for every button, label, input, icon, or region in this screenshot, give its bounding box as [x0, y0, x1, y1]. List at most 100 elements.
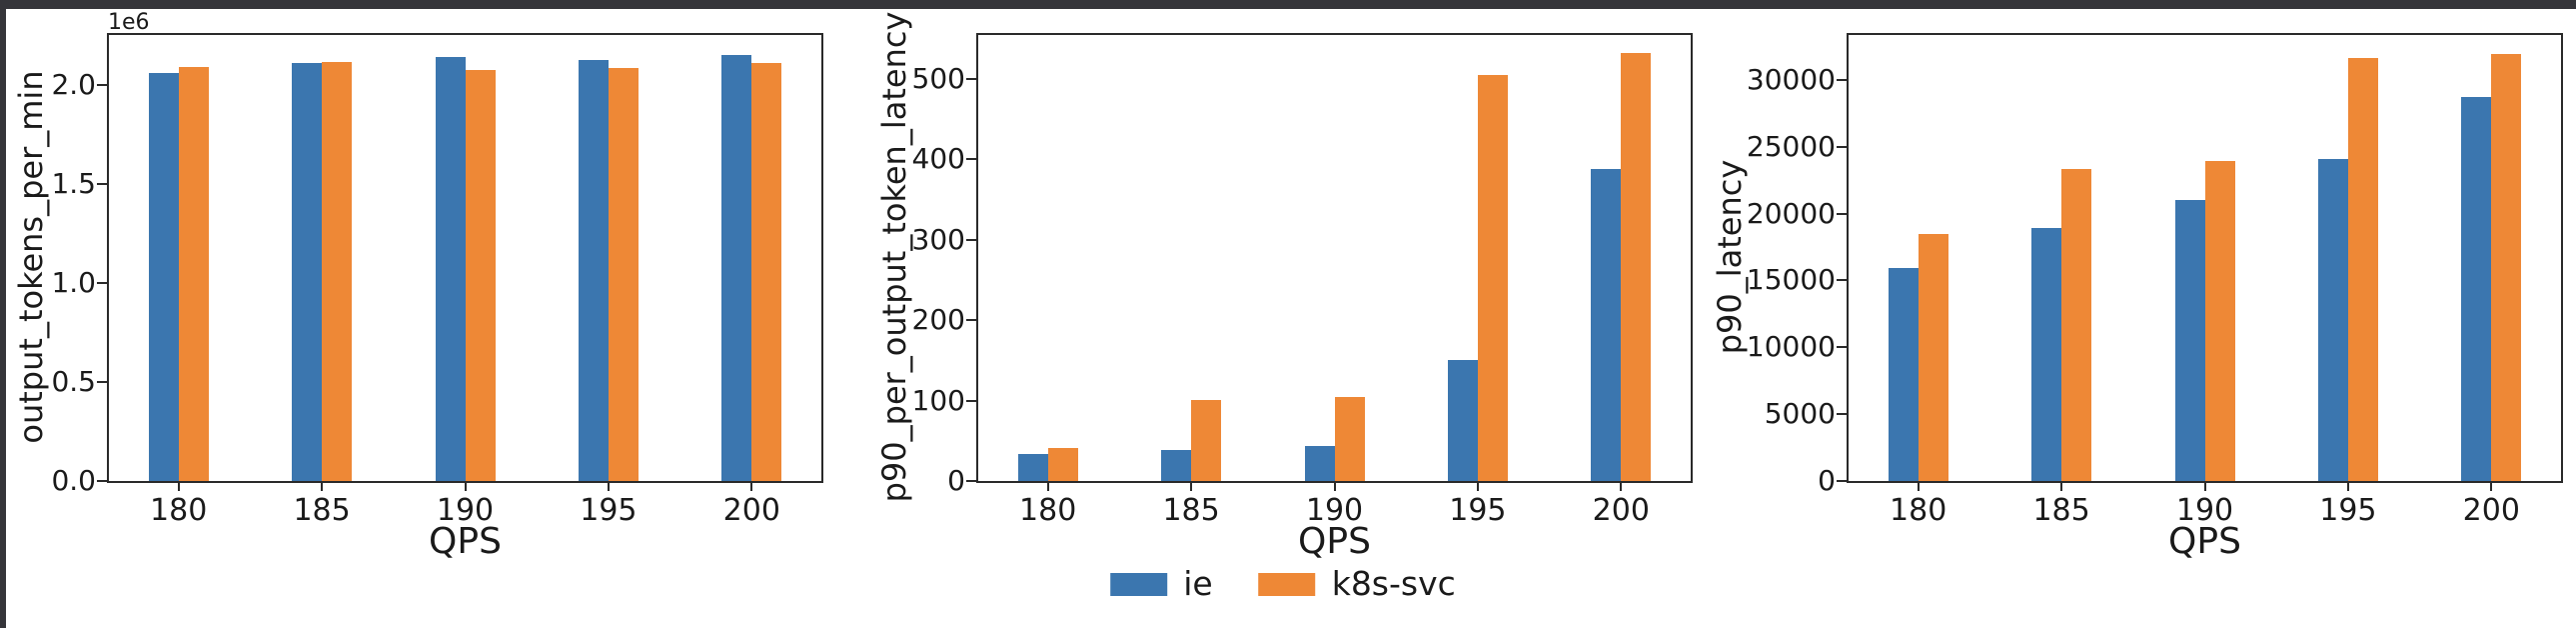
y-tick-mark [1837, 279, 1847, 282]
y-tick-mark [97, 182, 107, 185]
plot-area [976, 33, 1693, 483]
y-tick-mark [97, 83, 107, 86]
y-tick-label: 25000 [1746, 129, 1836, 163]
y-tick-label: 0.0 [51, 464, 96, 497]
x-tick-label: 185 [293, 493, 351, 528]
bar-k8s-svc-195 [608, 67, 639, 481]
bar-ie-190 [435, 56, 466, 481]
x-tick-mark [464, 481, 467, 491]
bar-k8s-svc-190 [2204, 161, 2235, 481]
x-axis-label: QPS [429, 521, 502, 562]
bar-ie-180 [148, 72, 179, 481]
x-axis-label: QPS [2168, 521, 2241, 562]
y-tick-mark [97, 380, 107, 383]
x-tick-label: 195 [2319, 493, 2377, 528]
x-tick-label: 185 [2032, 493, 2090, 528]
bar-k8s-svc-180 [1047, 448, 1078, 481]
bar-ie-200 [1591, 168, 1622, 481]
legend-label-ie: ie [1183, 564, 1213, 603]
y-tick-mark [966, 399, 976, 402]
x-tick-label: 180 [1019, 493, 1077, 528]
y-tick-mark [966, 238, 976, 241]
y-tick-mark [966, 77, 976, 80]
bar-ie-180 [1888, 268, 1919, 481]
y-tick-mark [1837, 346, 1847, 349]
x-tick-mark [2346, 481, 2349, 491]
y-tick-label: 5000 [1764, 397, 1836, 431]
y-tick-mark [1837, 78, 1847, 81]
y-axis-label: p90_per_output_token_latency [875, 11, 913, 503]
x-tick-mark [1190, 481, 1193, 491]
x-tick-label: 185 [1162, 493, 1220, 528]
x-tick-mark [2060, 481, 2063, 491]
legend-item-ie: ie [1110, 564, 1213, 604]
legend-label-k8s-svc: k8s-svc [1331, 564, 1456, 603]
legend-swatch-k8s-svc [1258, 572, 1316, 596]
y-tick-label: 20000 [1746, 196, 1836, 230]
bar-ie-200 [721, 54, 752, 481]
y-tick-mark [1837, 480, 1847, 482]
bar-k8s-svc-195 [2347, 58, 2378, 481]
y-tick-mark [1837, 145, 1847, 148]
bar-k8s-svc-180 [1918, 233, 1948, 481]
bar-ie-195 [2317, 158, 2348, 481]
bar-ie-180 [1017, 454, 1048, 481]
x-tick-label: 190 [436, 493, 495, 528]
legend-item-k8s-svc: k8s-svc [1258, 564, 1456, 604]
y-tick-mark [1837, 212, 1847, 215]
x-tick-mark [177, 481, 180, 491]
legend-swatch-ie [1110, 572, 1168, 596]
x-tick-label: 195 [1449, 493, 1507, 528]
bar-ie-195 [1447, 360, 1478, 481]
y-axis-label: output_tokens_per_min [12, 70, 50, 444]
y-tick-label: 15000 [1746, 263, 1836, 297]
bar-k8s-svc-185 [322, 62, 353, 481]
y-tick-label: 2.0 [51, 67, 96, 101]
x-tick-mark [2203, 481, 2206, 491]
bar-k8s-svc-190 [1334, 396, 1365, 481]
window-left-border [0, 0, 6, 628]
y-tick-label: 10000 [1746, 330, 1836, 364]
y-tick-mark [966, 480, 976, 482]
y-tick-label: 100 [911, 383, 965, 417]
window-top-border [0, 0, 2576, 9]
x-tick-label: 200 [1592, 493, 1650, 528]
legend: ie k8s-svc [1110, 564, 1456, 604]
x-tick-mark [607, 481, 610, 491]
bar-k8s-svc-195 [1477, 74, 1508, 481]
x-tick-label: 195 [580, 493, 638, 528]
y-axis-offset-text: 1e6 [108, 10, 150, 35]
bar-k8s-svc-180 [178, 66, 209, 481]
x-tick-mark [321, 481, 324, 491]
y-tick-label: 30000 [1746, 62, 1836, 96]
y-tick-label: 0 [1818, 464, 1836, 497]
x-tick-mark [2490, 481, 2493, 491]
y-tick-label: 200 [911, 303, 965, 337]
bar-k8s-svc-200 [2491, 54, 2522, 481]
bar-ie-190 [1304, 445, 1335, 481]
x-axis-label: QPS [1298, 521, 1371, 562]
bar-ie-185 [292, 62, 323, 481]
bar-ie-190 [2174, 200, 2205, 481]
x-tick-mark [1476, 481, 1479, 491]
x-tick-mark [1620, 481, 1623, 491]
y-tick-label: 1.0 [51, 265, 96, 299]
y-tick-label: 1.5 [51, 166, 96, 200]
y-tick-label: 0.5 [51, 364, 96, 398]
y-tick-mark [966, 319, 976, 322]
x-tick-label: 200 [722, 493, 780, 528]
y-tick-label: 0 [947, 464, 965, 497]
y-tick-label: 400 [911, 142, 965, 176]
plot-area [107, 33, 823, 483]
x-tick-mark [750, 481, 753, 491]
bar-k8s-svc-190 [465, 69, 496, 481]
bar-ie-185 [2031, 228, 2062, 481]
x-tick-label: 200 [2462, 493, 2520, 528]
bar-k8s-svc-185 [1191, 399, 1222, 481]
y-tick-mark [97, 480, 107, 482]
bar-ie-185 [1161, 449, 1192, 481]
x-tick-mark [1046, 481, 1049, 491]
y-axis-label: p90_latency [1711, 159, 1749, 355]
x-tick-label: 180 [150, 493, 208, 528]
